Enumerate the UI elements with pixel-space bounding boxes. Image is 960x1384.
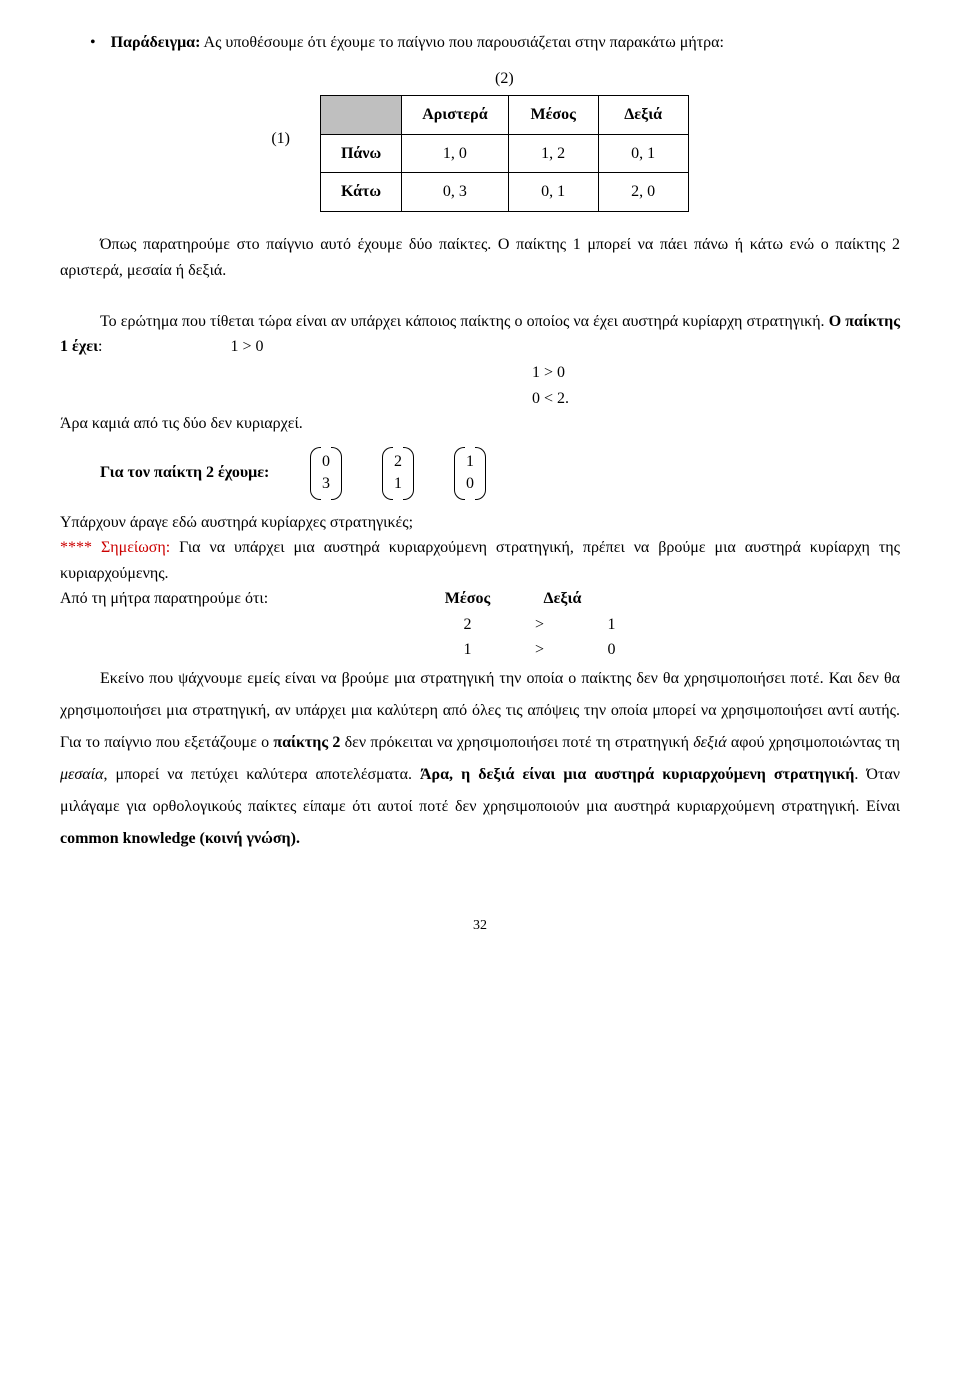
paragraph-no-dominance: Άρα καμιά από τις δύο δεν κυριαρχεί.	[60, 411, 900, 437]
note-paragraph: **** Σημείωση: Για να υπάρχει μια αυστηρ…	[60, 535, 900, 586]
compare-header: Μέσος Δεξιά	[440, 586, 590, 612]
paragraph-dominant-q: Υπάρχουν άραγε εδώ αυστηρά κυρίαρχες στρ…	[60, 510, 900, 536]
player2-vectors-row: Για τον παίκτη 2 έχουμε: 0 3 2 1 1 0	[60, 437, 900, 510]
cmp-val: 0	[584, 637, 639, 663]
vec-val: 0	[322, 451, 330, 473]
comparison-block: Από τη μήτρα παρατηρούμε ότι: Μέσος Δεξι…	[60, 586, 900, 663]
row-header: Κάτω	[320, 173, 401, 212]
cell: 0, 1	[508, 173, 598, 212]
p8g: , μπορεί να πετύχει καλύτερα αποτελέσματ…	[103, 766, 420, 783]
p8e: αφού χρησιμοποιώντας τη	[727, 734, 900, 751]
compare-row: 2 > 1	[440, 612, 900, 638]
p7: Από τη μήτρα παρατηρούμε ότι:	[60, 586, 440, 612]
cmp-col: Μέσος	[440, 586, 495, 612]
compare-rows: 2 > 1 1 > 0	[440, 612, 900, 663]
player2-label-text: Για τον παίκτη 2 έχουμε:	[60, 460, 310, 486]
vec-val: 0	[466, 473, 474, 495]
cell: 0, 3	[402, 173, 508, 212]
p3a: Το ερώτημα που τίθεται τώρα είναι αν υπά…	[100, 313, 829, 330]
vector: 1 0	[454, 447, 486, 500]
ineq2: 1 > 0	[532, 360, 900, 386]
cmp-op: >	[535, 612, 544, 638]
vec-val: 1	[466, 451, 474, 473]
p8c: δεν πρόκειται να χρησιμοποιήσει ποτέ τη …	[340, 734, 693, 751]
vector: 2 1	[382, 447, 414, 500]
p8j: common knowledge (κοινή γνώση).	[60, 830, 300, 847]
p8d: δεξιά	[693, 734, 726, 751]
vectors-container: 0 3 2 1 1 0	[310, 447, 486, 500]
cell: 2, 0	[598, 173, 688, 212]
p8h: Άρα, η δεξιά είναι μια αυστηρά κυριαρχού…	[420, 766, 854, 783]
table-row: Κάτω 0, 3 0, 1 2, 0	[320, 173, 688, 212]
matrix-with-top-label: (2) Αριστερά Μέσος Δεξιά Πάνω 1, 0 1, 2 …	[320, 66, 689, 212]
vec-val: 2	[394, 451, 402, 473]
paragraph-conclusion: Εκείνο που ψάχνουμε εμείς είναι να βρούμ…	[60, 663, 900, 855]
p3c: :	[98, 338, 102, 355]
ineq3: 0 < 2.	[532, 386, 900, 412]
cmp-val: 2	[440, 612, 495, 638]
cell: 1, 0	[402, 134, 508, 173]
example-intro: • Παράδειγμα: Ας υποθέσουμε ότι έχουμε τ…	[60, 30, 900, 56]
intro-body: Ας υποθέσουμε ότι έχουμε το παίγνιο που …	[200, 34, 724, 51]
example-label: Παράδειγμα:	[111, 34, 201, 51]
note-label: Σημείωση:	[92, 539, 170, 556]
vec-val: 1	[394, 473, 402, 495]
intro-text: Παράδειγμα: Ας υποθέσουμε ότι έχουμε το …	[111, 30, 724, 56]
vec-val: 3	[322, 473, 330, 495]
cell: 1, 2	[508, 134, 598, 173]
player2-label: (2)	[320, 66, 689, 92]
game-matrix-container: (1) (2) Αριστερά Μέσος Δεξιά Πάνω 1, 0 1…	[60, 66, 900, 212]
note-stars: ****	[60, 539, 92, 556]
p8f: μεσαία	[60, 766, 103, 783]
row-header: Πάνω	[320, 134, 401, 173]
vector: 0 3	[310, 447, 342, 500]
cmp-val: 1	[440, 637, 495, 663]
table-row: Πάνω 1, 0 1, 2 0, 1	[320, 134, 688, 173]
paragraph-question: Το ερώτημα που τίθεται τώρα είναι αν υπά…	[60, 309, 900, 360]
cmp-val: 1	[584, 612, 639, 638]
p8b: παίκτης 2	[273, 734, 340, 751]
cmp-op: >	[535, 637, 544, 663]
paragraph-observation: Όπως παρατηρούμε στο παίγνιο αυτό έχουμε…	[60, 232, 900, 283]
player1-label: (1)	[271, 126, 290, 152]
cmp-col: Δεξιά	[535, 586, 590, 612]
ineq1: 1 > 0	[230, 338, 263, 355]
bullet-icon: •	[90, 30, 96, 56]
game-matrix: Αριστερά Μέσος Δεξιά Πάνω 1, 0 1, 2 0, 1…	[320, 95, 689, 212]
note-body: Για να υπάρχει μια αυστηρά κυριαρχούμενη…	[60, 539, 900, 582]
compare-row: 1 > 0	[440, 637, 900, 663]
page-number: 32	[60, 915, 900, 937]
col-header: Δεξιά	[598, 96, 688, 135]
corner-cell	[320, 96, 401, 135]
cell: 0, 1	[598, 134, 688, 173]
col-header: Μέσος	[508, 96, 598, 135]
table-header-row: Αριστερά Μέσος Δεξιά	[320, 96, 688, 135]
col-header: Αριστερά	[402, 96, 508, 135]
